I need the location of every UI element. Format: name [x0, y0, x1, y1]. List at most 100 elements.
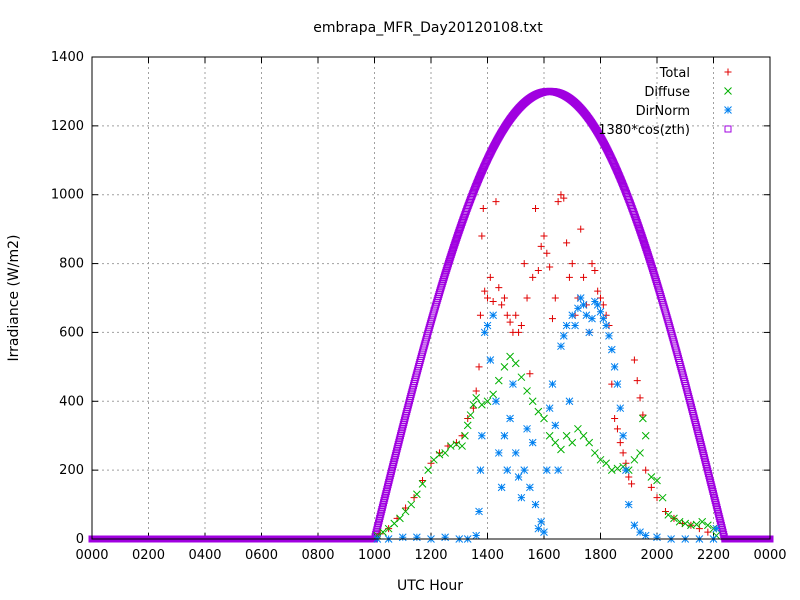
- cos-zth-point: [375, 517, 383, 525]
- cos-zth-point: [719, 526, 727, 534]
- dirnorm-point: [534, 524, 543, 533]
- dirnorm-point: [509, 380, 517, 388]
- dirnorm-point: [653, 533, 661, 542]
- cos-zth-point: [716, 515, 724, 523]
- dirnorm-point: [599, 314, 608, 323]
- dirnorm-point: [548, 380, 557, 388]
- cos-zth-point: [693, 423, 701, 431]
- dirnorm-point: [593, 301, 602, 309]
- cos-zth-point: [387, 467, 395, 475]
- total-point: [636, 394, 644, 402]
- cos-zth-point: [712, 501, 720, 509]
- cos-zth-point: [386, 474, 394, 482]
- cos-zth-point: [392, 449, 400, 457]
- cos-zth-point: [443, 265, 451, 273]
- cos-zth-point: [377, 508, 385, 516]
- total-point: [588, 260, 596, 268]
- cos-zth-point: [647, 259, 655, 267]
- cos-zth-point: [377, 510, 385, 518]
- y-tick-label: 0: [76, 532, 84, 547]
- x-tick-label: 0200: [132, 548, 165, 563]
- total-point: [472, 387, 480, 395]
- cos-zth-point: [698, 443, 706, 451]
- cos-zth-point: [384, 481, 392, 489]
- cos-zth-point: [688, 405, 696, 413]
- dirnorm-point: [596, 307, 605, 316]
- diffuse-point: [463, 421, 472, 430]
- cos-zth-point: [702, 458, 710, 466]
- dirnorm-point: [528, 438, 537, 447]
- y-tick-label: 600: [59, 325, 84, 340]
- x-tick-label: 0400: [188, 548, 221, 563]
- total-point: [517, 322, 525, 330]
- total-point: [435, 449, 443, 457]
- cos-zth-point: [385, 476, 393, 484]
- legend-marker: [724, 68, 732, 76]
- cos-zth-point: [717, 519, 725, 527]
- dirnorm-point: [630, 521, 639, 530]
- cos-zth-point: [390, 456, 398, 464]
- cos-zth-point: [699, 449, 707, 457]
- cos-zth-point: [707, 478, 715, 486]
- x-tick-label: 0000: [75, 548, 108, 563]
- dirnorm-point: [497, 483, 506, 492]
- cos-zth-point: [644, 250, 652, 258]
- diffuse-point: [630, 455, 639, 464]
- diffuse-point: [596, 455, 605, 464]
- cos-zth-point: [399, 421, 407, 429]
- diffuse-point: [396, 514, 404, 523]
- y-tick-label: 1200: [51, 119, 84, 134]
- cos-zth-point: [648, 265, 656, 273]
- total-point: [529, 273, 537, 281]
- cos-zth-point: [706, 474, 714, 482]
- dirnorm-point: [480, 328, 489, 337]
- diffuse-point: [675, 517, 684, 526]
- diffuse-point: [568, 438, 577, 447]
- diffuse-point: [413, 490, 421, 499]
- cos-zth-point: [374, 519, 382, 527]
- cos-zth-point: [689, 410, 697, 418]
- total-point: [633, 377, 641, 385]
- diffuse-point: [441, 449, 449, 457]
- dirnorm-point: [540, 528, 548, 536]
- diffuse-point: [435, 450, 444, 459]
- cos-zth-point: [693, 425, 701, 433]
- x-tick-label: 1600: [527, 548, 560, 563]
- total-point: [506, 318, 514, 326]
- total-point: [546, 263, 554, 271]
- cos-zth-point: [708, 483, 716, 491]
- cos-zth-point: [446, 254, 454, 262]
- cos-zth-point: [401, 414, 409, 422]
- dirnorm-point: [489, 311, 498, 320]
- cos-zth-point: [694, 427, 702, 435]
- dirnorm-point: [526, 483, 534, 492]
- cos-zth-point: [710, 490, 717, 498]
- dirnorm-point: [523, 424, 531, 433]
- cos-zth-point: [403, 408, 411, 416]
- dirnorm-point: [531, 500, 540, 509]
- dirnorm-point: [622, 466, 630, 474]
- cos-zth-point: [706, 476, 714, 484]
- cos-zth-point: [390, 458, 398, 466]
- diffuse-point: [452, 440, 461, 449]
- cos-zth-point: [393, 447, 401, 455]
- total-point: [512, 311, 520, 319]
- cos-zth-point: [372, 528, 380, 536]
- cos-zth-point: [645, 254, 653, 262]
- dirnorm-point: [477, 431, 486, 440]
- dirnorm-point: [520, 466, 529, 474]
- total-point: [577, 225, 585, 233]
- total-point: [500, 294, 508, 302]
- diffuse-point: [466, 411, 475, 419]
- x-axis-label: UTC Hour: [397, 578, 463, 594]
- total-point: [475, 363, 483, 371]
- cos-zth-point: [710, 492, 718, 500]
- dirnorm-point: [562, 321, 571, 330]
- diffuse-point: [647, 473, 656, 481]
- cos-zth-point: [383, 485, 391, 493]
- cos-zth-point: [396, 432, 404, 440]
- dirnorm-point: [514, 473, 523, 481]
- diffuse-point: [528, 397, 537, 406]
